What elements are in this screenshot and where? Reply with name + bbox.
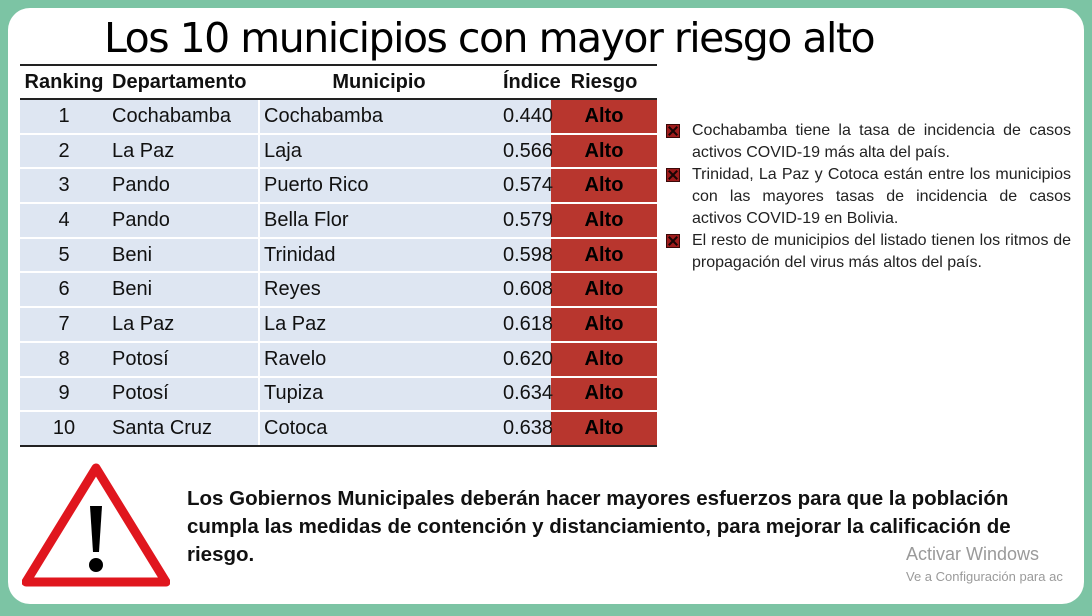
cell-riesgo: Alto: [551, 341, 657, 378]
cell-departamento: Santa Cruz: [108, 411, 260, 447]
bullet-x-icon: [666, 124, 680, 138]
cell-riesgo: Alto: [551, 203, 657, 239]
cell-ranking: 5: [20, 237, 108, 274]
cell-indice: 0.638: [499, 411, 553, 447]
activation-watermark: Activar Windows Ve a Configuración para …: [906, 544, 1063, 584]
cell-riesgo: Alto: [551, 272, 657, 309]
bullet-item: Cochabamba tiene la tasa de incidencia d…: [664, 120, 1071, 164]
cell-municipio: Cotoca: [259, 411, 499, 447]
header-ranking: Ranking: [20, 64, 108, 100]
cell-municipio: Ravelo: [259, 341, 499, 378]
cell-riesgo: Alto: [551, 133, 657, 170]
cell-riesgo: Alto: [551, 99, 657, 135]
cell-ranking: 7: [20, 307, 108, 343]
cell-indice: 0.574: [499, 168, 553, 205]
cell-ranking: 2: [20, 133, 108, 170]
cell-ranking: 10: [20, 411, 108, 447]
cell-ranking: 3: [20, 168, 108, 205]
watermark-line1: Activar Windows: [906, 544, 1040, 564]
cell-ranking: 8: [20, 341, 108, 378]
cell-municipio: La Paz: [259, 307, 499, 343]
cell-municipio: Reyes: [259, 272, 499, 309]
table-row: 10 Santa Cruz Cotoca 0.638 Alto: [20, 411, 657, 447]
table-row: 4 Pando Bella Flor 0.579 Alto: [20, 203, 657, 239]
header-municipio: Municipio: [259, 64, 499, 100]
slide-title: Los 10 municipios con mayor riesgo alto: [104, 14, 876, 62]
bullet-text: Trinidad, La Paz y Cotoca están entre lo…: [692, 166, 1071, 227]
cell-indice: 0.566: [499, 133, 553, 170]
table-row: 9 Potosí Tupiza 0.634 Alto: [20, 376, 657, 413]
cell-departamento: La Paz: [108, 133, 260, 170]
header-riesgo: Riesgo: [551, 64, 657, 100]
table-row: 7 La Paz La Paz 0.618 Alto: [20, 307, 657, 343]
cell-municipio: Puerto Rico: [259, 168, 499, 205]
cell-indice: 0.598: [499, 237, 553, 274]
risk-table: Ranking Departamento Municipio Índice Ri…: [20, 64, 657, 447]
cell-indice: 0.618: [499, 307, 553, 343]
cell-ranking: 6: [20, 272, 108, 309]
cell-indice: 0.634: [499, 376, 553, 413]
cell-municipio: Trinidad: [259, 237, 499, 274]
bullet-x-icon: [666, 168, 680, 182]
cell-departamento: Potosí: [108, 341, 260, 378]
table-row: 3 Pando Puerto Rico 0.574 Alto: [20, 168, 657, 205]
bullet-text: El resto de municipios del listado tiene…: [692, 232, 1071, 271]
recommendation-note: Los Gobiernos Municipales deberán hacer …: [187, 487, 1011, 566]
cell-riesgo: Alto: [551, 168, 657, 205]
cell-ranking: 1: [20, 99, 108, 135]
cell-departamento: Pando: [108, 168, 260, 205]
cell-indice: 0.608: [499, 272, 553, 309]
header-departamento: Departamento: [108, 64, 259, 100]
table-header-row: Ranking Departamento Municipio Índice Ri…: [20, 64, 657, 100]
cell-departamento: Potosí: [108, 376, 260, 413]
cell-departamento: Pando: [108, 203, 260, 239]
cell-municipio: Laja: [259, 133, 499, 170]
cell-indice: 0.440: [499, 99, 553, 135]
cell-departamento: Beni: [108, 237, 260, 274]
bullet-text: Cochabamba tiene la tasa de incidencia d…: [692, 122, 1071, 161]
cell-indice: 0.620: [499, 341, 553, 378]
header-indice: Índice: [499, 64, 561, 100]
table-row: 2 La Paz Laja 0.566 Alto: [20, 133, 657, 170]
cell-riesgo: Alto: [551, 376, 657, 413]
warning-icon: [22, 463, 170, 587]
cell-ranking: 4: [20, 203, 108, 239]
cell-indice: 0.579: [499, 203, 553, 239]
cell-riesgo: Alto: [551, 307, 657, 343]
cell-municipio: Cochabamba: [259, 99, 499, 135]
table-row: 8 Potosí Ravelo 0.620 Alto: [20, 341, 657, 378]
cell-departamento: Cochabamba: [108, 99, 260, 135]
table-row: 5 Beni Trinidad 0.598 Alto: [20, 237, 657, 274]
cell-riesgo: Alto: [551, 411, 657, 447]
cell-municipio: Tupiza: [259, 376, 499, 413]
cell-departamento: La Paz: [108, 307, 260, 343]
cell-riesgo: Alto: [551, 237, 657, 274]
bullet-x-icon: [666, 234, 680, 248]
cell-municipio: Bella Flor: [259, 203, 499, 239]
table-row: 1 Cochabamba Cochabamba 0.440 Alto: [20, 99, 657, 135]
bullet-item: El resto de municipios del listado tiene…: [664, 230, 1071, 274]
table-row: 6 Beni Reyes 0.608 Alto: [20, 272, 657, 309]
cell-departamento: Beni: [108, 272, 260, 309]
bullet-item: Trinidad, La Paz y Cotoca están entre lo…: [664, 164, 1071, 230]
cell-ranking: 9: [20, 376, 108, 413]
watermark-line2: Ve a Configuración para ac: [906, 569, 1063, 584]
slide: Los 10 municipios con mayor riesgo alto …: [8, 8, 1084, 604]
bullet-list: Cochabamba tiene la tasa de incidencia d…: [664, 120, 1071, 274]
